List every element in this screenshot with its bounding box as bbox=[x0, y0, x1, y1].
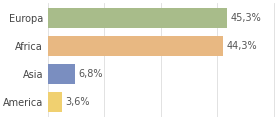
Bar bbox=[48, 92, 62, 112]
Text: 6,8%: 6,8% bbox=[78, 69, 102, 79]
Bar bbox=[48, 36, 223, 56]
Text: 45,3%: 45,3% bbox=[230, 13, 261, 23]
Text: 3,6%: 3,6% bbox=[65, 97, 90, 107]
Text: 44,3%: 44,3% bbox=[226, 41, 257, 51]
Bar bbox=[48, 8, 227, 28]
Bar bbox=[48, 64, 75, 84]
